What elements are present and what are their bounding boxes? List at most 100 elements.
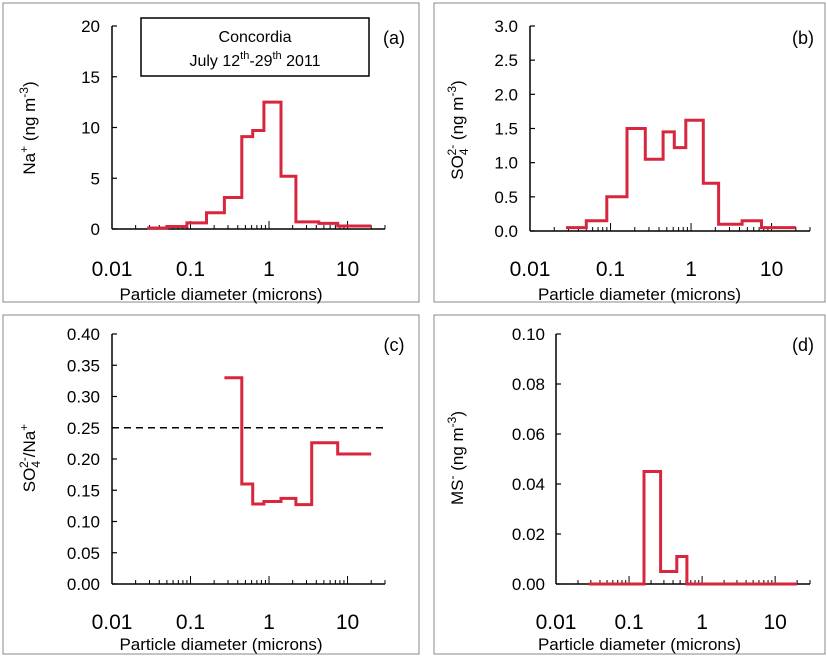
data-point [736,583,739,586]
y-tick-label: 20 [81,17,100,36]
data-point [693,119,696,122]
data-point [287,175,290,178]
panel-label: (c) [384,335,405,355]
legend-line-2: July 12th-29th 2011 [189,50,320,70]
data-point [750,219,753,222]
y-tick-label: 0.25 [67,419,100,438]
panel-frame [2,2,420,303]
data-point [302,503,305,506]
y-tick-label: 0.04 [512,475,545,494]
y-tick-label: 0.20 [67,450,100,469]
y-tick-label: 2.5 [494,51,518,70]
x-tick-label: 10 [336,258,359,281]
y-tick-label: 5 [91,169,100,188]
data-point [271,500,274,503]
y-label-unit-sup: -3 [445,86,459,97]
data-point [232,196,235,199]
y-axis-label: MS-​ (ng m-3) [445,411,467,505]
data-point [246,483,249,486]
data-series-step-line [566,118,796,230]
x-tick-label: 10 [760,258,783,281]
x-tick-label: 0.01 [92,258,133,281]
panel-label: (a) [383,28,405,48]
y-tick-label: 0.10 [67,513,100,532]
data-point [667,570,670,573]
y-tick-label: 0.0 [494,222,518,241]
y-tick-label: 0 [91,220,100,239]
x-tick-label: 10 [763,611,786,634]
y-tick-label: 0.06 [512,425,545,444]
data-point [175,225,178,228]
y-tick-label: 0.30 [67,388,100,407]
y-tick-label: 3.0 [494,17,518,36]
data-point [633,583,636,586]
panel-frame [433,2,826,303]
data-series-step-line [147,100,372,230]
x-axis-label: Particle diameter (microns) [538,285,741,304]
y-label-close: ) [448,80,467,86]
y-label-sup: - [445,476,459,480]
panel-label: (b) [792,28,814,48]
data-point [306,220,309,223]
legend-date-start: July 12 [189,53,240,70]
legend-year: 2011 [282,53,321,70]
y-tick-label: 0.35 [67,356,100,375]
data-point [271,101,274,104]
chart-panel-2: 0.0 0.5 1.0 1.5 2.0 2.5 3.0 0.01 0.1 1 10 Particle … [433,2,826,304]
y-label-sub: 4 [457,148,471,155]
data-series-step-line [224,376,372,507]
y-label-unit: (ng m [448,427,467,475]
y-axis-label: SO42-​/Na+​ [17,424,43,492]
y-tick-label: 0.02 [512,525,545,544]
y-label-base: Na [20,152,39,174]
data-point [780,583,783,586]
data-point [691,583,694,586]
y-tick-label: 0.00 [67,575,100,594]
data-point [214,211,217,214]
data-point [287,497,290,500]
x-tick-label: 0.01 [92,611,133,634]
y-label-base: SO [448,155,467,180]
y-label-sup: + [17,146,31,153]
x-tick-label: 1 [696,611,708,634]
y-tick-label: 0.05 [67,544,100,563]
y-tick-label: 1.0 [494,154,518,173]
chart-panel-4: 0.00 0.02 0.04 0.06 0.08 0.10 0.01 0.1 1 10 Partic… [433,314,826,655]
y-tick-label: 0.40 [67,325,100,344]
y-tick-label: 0.5 [494,188,518,207]
y-label-base: MS [448,480,467,506]
data-point [232,376,235,379]
y-label-close: ) [20,81,39,87]
panel-frame [433,314,826,655]
x-tick-label: 1 [685,258,697,281]
chart-panel-3: 0.00 0.05 0.10 0.15 0.20 0.25 0.30 0.35 0.40 0.01… [2,314,420,655]
data-point [719,583,722,586]
x-tick-label: 0.1 [614,611,643,634]
chart-panel-1: 0 5 10 15 20 0.01 0.1 1 10 Particle diameter (mic… [2,2,420,304]
data-point [704,583,707,586]
x-tick-label: 1 [263,611,275,634]
legend-date-end: -29 [249,53,272,70]
y-label-sup: 2- [445,145,459,156]
x-tick-label: 10 [336,611,359,634]
data-point [680,555,683,558]
data-point [323,441,326,444]
x-axis-label: Particle diameter (microns) [538,635,741,654]
x-tick-label: 1 [263,258,275,281]
legend-sup-2: th [272,50,281,62]
data-point [615,195,618,198]
data-point [777,226,780,229]
y-label-sup: 2- [17,457,31,468]
data-point [246,135,249,138]
y-tick-label: 15 [81,68,100,87]
y-label-unit: (ng m [20,98,39,146]
data-point [635,127,638,130]
y-label-sub: 4 [29,461,43,468]
data-point [756,583,759,586]
x-tick-label: 0.1 [176,611,205,634]
data-point [575,226,578,229]
y-label-base: SO [20,468,39,493]
